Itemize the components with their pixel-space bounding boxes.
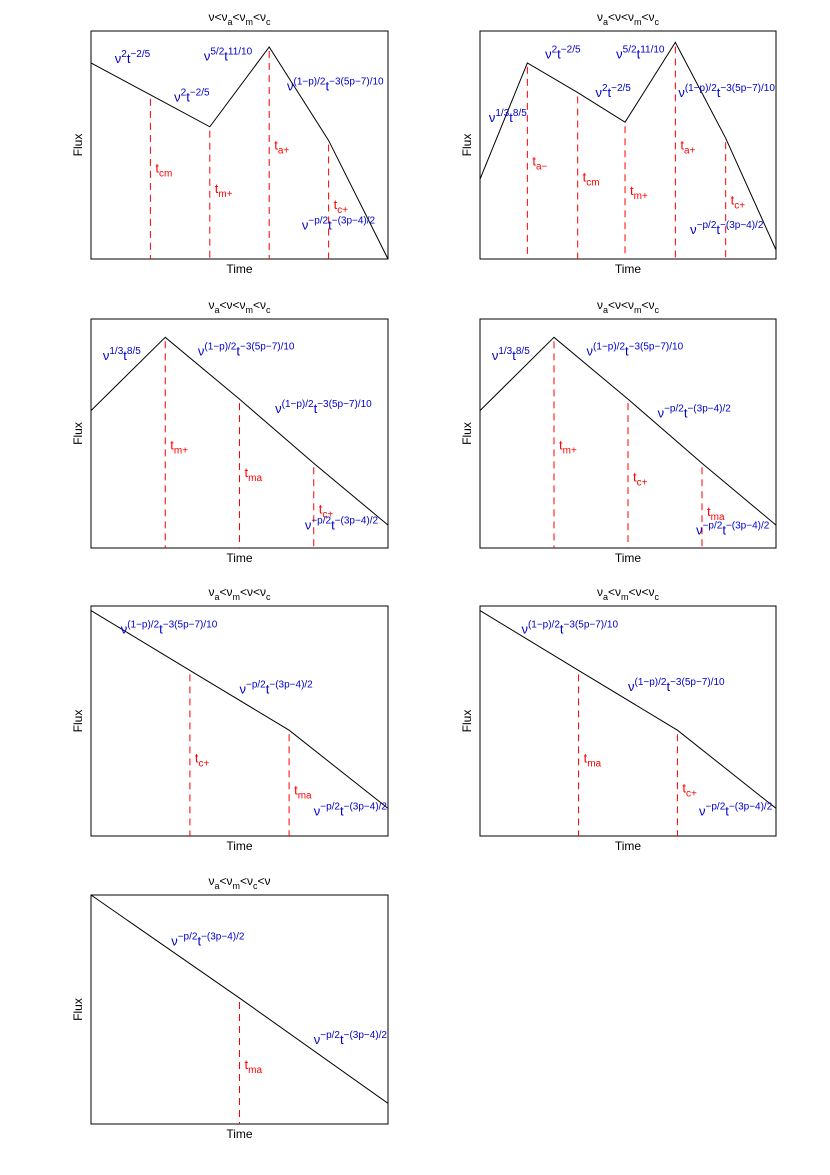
power-law-label: ν(1−p)/2t−3(5p−7)/10 bbox=[198, 342, 295, 359]
break-time-label: tm+ bbox=[559, 438, 577, 457]
break-time-label: tcm bbox=[155, 160, 172, 179]
power-law-label: ν−p/2t−(3p−4)/2 bbox=[305, 516, 379, 533]
power-law-label: ν2t−2/5 bbox=[174, 88, 210, 105]
break-time-label: ta+ bbox=[274, 138, 289, 157]
panel-6: νa<νm<ν<νc Time Flux tma tc+ ν(1−p)/2t−3(5p−7… bbox=[460, 585, 777, 853]
break-time-label: tma bbox=[245, 465, 263, 484]
power-law-label: ν−p/2t−(3p−4)/2 bbox=[302, 215, 376, 232]
panel-title: νa<νm<ν<νc bbox=[208, 585, 271, 602]
x-axis-label: Time bbox=[615, 839, 642, 853]
power-law-label: ν−p/2t−(3p−4)/2 bbox=[699, 801, 773, 818]
panel-7: νa<νm<νc<ν Time Flux tma ν−p/2t−(3p−4)/2 ν−p/… bbox=[71, 874, 389, 1141]
flux-curve bbox=[479, 336, 777, 526]
x-axis-label: Time bbox=[226, 839, 253, 853]
break-time-label: tma bbox=[584, 750, 602, 769]
plot-frame bbox=[479, 605, 777, 837]
panel-1: ν<νa<νm<νc Time Flux tcm tm+ ta+ tc+ ν2t−2/5 ν2t… bbox=[71, 10, 389, 276]
power-law-label: ν(1−p)/2t−3(5p−7)/10 bbox=[275, 399, 372, 416]
x-axis-label: Time bbox=[226, 551, 253, 565]
power-law-label: ν2t−2/5 bbox=[115, 49, 151, 66]
power-law-label: ν−p/2t−(3p−4)/2 bbox=[314, 1030, 388, 1047]
power-law-label: ν(1−p)/2t−3(5p−7)/10 bbox=[121, 620, 218, 637]
break-time-label: tm+ bbox=[170, 438, 188, 457]
power-law-label: ν1/3t8/5 bbox=[489, 108, 527, 125]
power-law-label: ν5/2t11/10 bbox=[616, 44, 665, 61]
power-law-label: ν(1−p)/2t−3(5p−7)/10 bbox=[521, 620, 618, 637]
power-law-label: ν1/3t8/5 bbox=[492, 346, 530, 363]
break-time-label: tc+ bbox=[319, 502, 334, 521]
break-time-label: tma bbox=[707, 504, 725, 523]
break-time-label: tma bbox=[294, 783, 312, 802]
flux-curve bbox=[90, 336, 389, 526]
power-law-label: ν−p/2t−(3p−4)/2 bbox=[690, 220, 764, 237]
panel-2: νa<ν<νm<νc Time Flux ta− tcm tm+ ta+ tc+ ν1/3t8/… bbox=[460, 10, 777, 276]
flux-curve bbox=[479, 41, 777, 251]
break-time-label: tc+ bbox=[731, 192, 746, 211]
break-time-label: tc+ bbox=[195, 750, 210, 769]
x-axis-label: Time bbox=[226, 1127, 253, 1141]
power-law-label: ν−p/2t−(3p−4)/2 bbox=[240, 679, 314, 696]
power-law-label: ν2t−2/5 bbox=[545, 44, 581, 61]
break-time-label: ta+ bbox=[680, 138, 695, 157]
power-law-label: ν(1−p)/2t−3(5p−7)/10 bbox=[628, 677, 725, 694]
power-law-label: ν(1−p)/2t−3(5p−7)/10 bbox=[587, 342, 684, 359]
y-axis-label: Flux bbox=[71, 998, 85, 1021]
y-axis-label: Flux bbox=[460, 134, 474, 157]
x-axis-label: Time bbox=[615, 262, 642, 276]
panel-title: ν<νa<νm<νc bbox=[208, 10, 271, 27]
break-time-label: tc+ bbox=[682, 780, 697, 799]
power-law-label: ν2t−2/5 bbox=[595, 83, 631, 100]
power-law-label: ν−p/2t−(3p−4)/2 bbox=[696, 520, 770, 537]
panel-4: νa<ν<νm<νc Time Flux tm+ tc+ tma ν1/3t8/5 ν(1−p… bbox=[460, 298, 777, 565]
panel-title: νa<νm<νc<ν bbox=[208, 874, 270, 891]
panel-3: νa<ν<νm<νc Time Flux tm+ tma tc+ ν1/3t8/5 ν(1−p… bbox=[71, 298, 389, 565]
plot-frame bbox=[479, 30, 777, 260]
power-law-label: ν−p/2t−(3p−4)/2 bbox=[171, 931, 245, 948]
power-law-label: ν5/2t11/10 bbox=[204, 47, 253, 64]
y-axis-label: Flux bbox=[460, 422, 474, 445]
y-axis-label: Flux bbox=[71, 710, 85, 733]
flux-curve bbox=[90, 610, 389, 809]
plot-frame bbox=[90, 30, 389, 260]
power-law-label: ν−p/2t−(3p−4)/2 bbox=[314, 801, 388, 818]
plot-frame bbox=[90, 605, 389, 837]
power-law-label: ν(1−p)/2t−3(5p−7)/10 bbox=[287, 76, 384, 93]
y-axis-label: Flux bbox=[71, 422, 85, 445]
break-time-label: tc+ bbox=[633, 470, 648, 489]
y-axis-label: Flux bbox=[71, 134, 85, 157]
y-axis-label: Flux bbox=[460, 710, 474, 733]
flux-curve bbox=[90, 894, 389, 1104]
break-time-label: ta− bbox=[532, 154, 547, 173]
break-time-label: tcm bbox=[583, 169, 600, 188]
power-law-label: ν−p/2t−(3p−4)/2 bbox=[658, 403, 732, 420]
power-law-label: ν(1−p)/2t−3(5p−7)/10 bbox=[678, 83, 775, 100]
panel-title: νa<ν<νm<νc bbox=[208, 298, 271, 315]
flux-curve bbox=[479, 610, 777, 809]
break-time-label: tm+ bbox=[215, 181, 233, 200]
x-axis-label: Time bbox=[615, 551, 642, 565]
break-time-label: tma bbox=[245, 1057, 263, 1076]
panel-title: νa<νm<ν<νc bbox=[597, 585, 660, 602]
power-law-label: ν1/3t8/5 bbox=[103, 346, 141, 363]
panel-title: νa<ν<νm<νc bbox=[597, 10, 660, 27]
panel-title: νa<ν<νm<νc bbox=[597, 298, 660, 315]
x-axis-label: Time bbox=[226, 262, 253, 276]
flux-curve bbox=[90, 46, 389, 260]
break-time-label: tc+ bbox=[334, 197, 349, 216]
panel-5: νa<νm<ν<νc Time Flux tc+ tma ν(1−p)/2t−3(5p−7… bbox=[71, 585, 389, 853]
break-time-label: tm+ bbox=[630, 183, 648, 202]
